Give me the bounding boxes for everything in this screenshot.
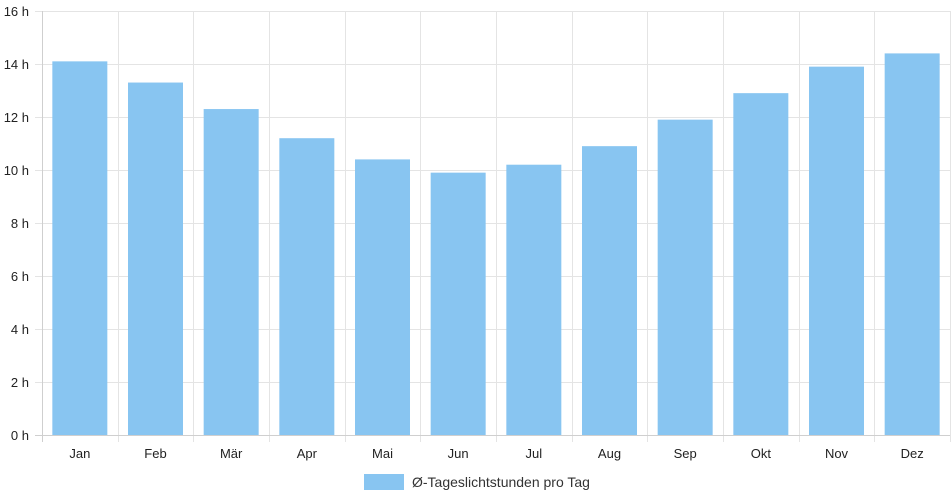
x-tick-label: Okt	[751, 446, 772, 461]
x-axis-tick-labels: Jan Feb Mär Apr Mai Jun Jul Aug Sep Okt Nov Dez	[69, 446, 923, 461]
bar[interactable]	[809, 66, 864, 436]
bar[interactable]	[203, 109, 259, 436]
bar-series	[52, 53, 940, 436]
y-tick-label: 2 h	[11, 375, 29, 390]
bar[interactable]	[355, 159, 410, 435]
y-axis-tick-labels: 0 h 2 h 4 h 6 h 8 h 10 h 12 h 14 h 16 h	[4, 4, 29, 443]
y-tick-label: 14 h	[4, 57, 29, 72]
x-tick-label: Mai	[372, 446, 393, 461]
bar[interactable]	[884, 53, 940, 436]
x-tick-label: Apr	[297, 446, 318, 461]
legend[interactable]: Ø-Tageslichtstunden pro Tag	[364, 474, 590, 490]
x-tick-label: Jul	[526, 446, 543, 461]
x-tick-label: Jan	[69, 446, 90, 461]
x-tick-label: Dez	[901, 446, 924, 461]
x-tick-label: Jun	[448, 446, 469, 461]
y-tick-label: 4 h	[11, 322, 29, 337]
y-tick-label: 8 h	[11, 216, 29, 231]
x-tick-label: Aug	[598, 446, 621, 461]
bar[interactable]	[430, 172, 486, 435]
bar[interactable]	[506, 164, 562, 435]
bar[interactable]	[657, 119, 713, 436]
bar[interactable]	[733, 93, 789, 436]
x-tick-label: Mär	[220, 446, 243, 461]
bar[interactable]	[582, 146, 637, 435]
legend-swatch[interactable]	[364, 474, 404, 490]
x-tick-label: Feb	[144, 446, 166, 461]
y-tick-label: 10 h	[4, 163, 29, 178]
y-tick-label: 16 h	[4, 4, 29, 19]
x-tick-label: Sep	[674, 446, 697, 461]
y-tick-label: 6 h	[11, 269, 29, 284]
grid-lines	[35, 11, 951, 442]
bar[interactable]	[52, 61, 108, 435]
bar[interactable]	[279, 138, 335, 435]
legend-label[interactable]: Ø-Tageslichtstunden pro Tag	[412, 474, 590, 490]
y-tick-label: 12 h	[4, 110, 29, 125]
axes	[35, 11, 950, 442]
bar[interactable]	[128, 82, 183, 436]
x-tick-label: Nov	[825, 446, 849, 461]
y-tick-label: 0 h	[11, 428, 29, 443]
